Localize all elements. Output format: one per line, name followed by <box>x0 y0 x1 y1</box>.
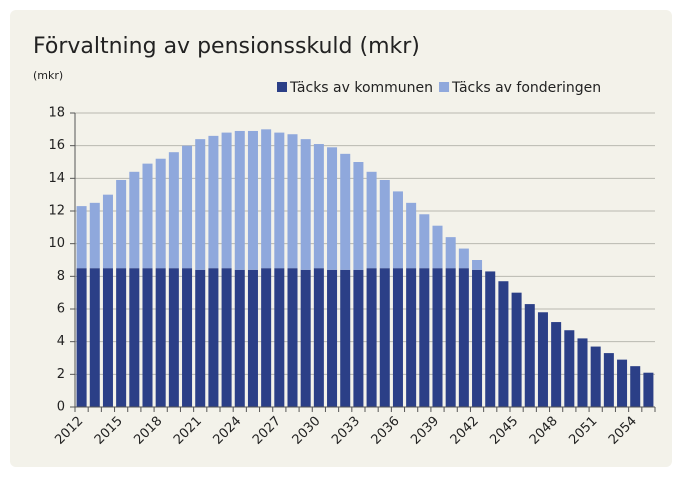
bar-segment <box>76 268 87 407</box>
bar-segment <box>379 179 390 269</box>
bar-segment <box>129 171 140 269</box>
bar-segment <box>551 322 562 407</box>
bar-segment <box>419 268 430 407</box>
bar-segment <box>261 129 272 269</box>
y-tick-label: 14 <box>48 171 65 186</box>
bar-segment <box>182 145 193 269</box>
bar-segment <box>445 237 456 269</box>
bar-segment <box>511 292 522 407</box>
bar-segment <box>155 158 166 269</box>
legend-label: Täcks av kommunen <box>289 80 433 96</box>
bar-segment <box>313 144 324 269</box>
bar-segment <box>327 147 338 270</box>
bar-segment <box>208 135 219 269</box>
bar-segment <box>406 268 417 407</box>
bar-segment <box>300 269 311 407</box>
bar-segment <box>155 268 166 407</box>
bar-segment <box>353 162 364 270</box>
bar-segment <box>287 268 298 407</box>
bar-segment <box>168 152 179 269</box>
legend-label: Täcks av fonderingen <box>451 80 601 96</box>
bar-segment <box>313 268 324 407</box>
bar-segment <box>432 225 443 269</box>
bar-segment <box>564 330 575 407</box>
bar-segment <box>445 268 456 407</box>
bar-segment <box>300 139 311 270</box>
y-tick-label: 2 <box>57 367 65 382</box>
bar-segment <box>102 268 113 407</box>
bar-segment <box>630 366 641 407</box>
y-tick-label: 18 <box>48 106 65 121</box>
bar-segment <box>379 268 390 407</box>
bar-segment <box>221 132 232 269</box>
y-tick-label: 4 <box>57 334 65 349</box>
y-tick-label: 16 <box>48 138 65 153</box>
bar-segment <box>142 268 153 407</box>
legend-swatch <box>277 82 287 92</box>
bar-segment <box>247 269 258 407</box>
y-tick-label: 8 <box>57 269 65 284</box>
bar-segment <box>603 353 614 407</box>
bar-segment <box>116 268 127 407</box>
bar-segment <box>485 271 496 407</box>
chart-title: Förvaltning av pensionsskuld (mkr) <box>33 34 420 59</box>
bar-segment <box>472 269 483 407</box>
bar-segment <box>498 281 509 407</box>
bar-segment <box>234 269 245 407</box>
bar-segment <box>590 346 601 407</box>
bar-segment <box>419 214 430 269</box>
bar-segment <box>432 268 443 407</box>
bar-segment <box>406 202 417 269</box>
y-tick-label: 6 <box>57 302 65 317</box>
legend: Täcks av kommunen Täcks av fonderingen <box>277 80 601 96</box>
y-tick-label: 10 <box>48 236 65 251</box>
bar-segment <box>274 268 285 407</box>
bar-segment <box>247 130 258 270</box>
y-tick-label: 12 <box>48 204 65 219</box>
bar-segment <box>524 304 535 407</box>
bar-segment <box>287 134 298 269</box>
y-tick-label: 0 <box>57 400 65 415</box>
bar-segment <box>116 179 127 269</box>
bar-segment <box>102 194 113 269</box>
bar-segment <box>208 268 219 407</box>
bar-segment <box>261 268 272 407</box>
bar-segment <box>340 269 351 407</box>
bar-segment <box>168 268 179 407</box>
bar-segment <box>182 268 193 407</box>
bar-segment <box>129 268 140 407</box>
bar-segment <box>76 206 87 269</box>
bar-segment <box>643 372 654 407</box>
bar-segment <box>392 268 403 407</box>
legend-swatch <box>439 82 450 92</box>
bar-segment <box>458 268 469 407</box>
bar-segment <box>142 163 153 269</box>
bar-segment <box>577 338 588 407</box>
bar-segment <box>89 202 100 269</box>
bar-segment <box>340 153 351 270</box>
bar-segment <box>274 132 285 269</box>
bar-segment <box>195 139 206 270</box>
bar-segment <box>353 269 364 407</box>
bar-segment <box>458 248 469 269</box>
bar-segment <box>327 269 338 407</box>
bar-segment <box>366 268 377 407</box>
bar-segment <box>392 191 403 269</box>
bar-segment <box>89 268 100 407</box>
bar-segment <box>195 269 206 407</box>
bar-segment <box>537 312 548 407</box>
y-axis-label: (mkr) <box>33 69 63 82</box>
bar-segment <box>221 268 232 407</box>
bar-segment <box>472 260 483 270</box>
bar-segment <box>366 171 377 269</box>
bar-segment <box>234 130 245 270</box>
bar-segment <box>617 359 628 407</box>
